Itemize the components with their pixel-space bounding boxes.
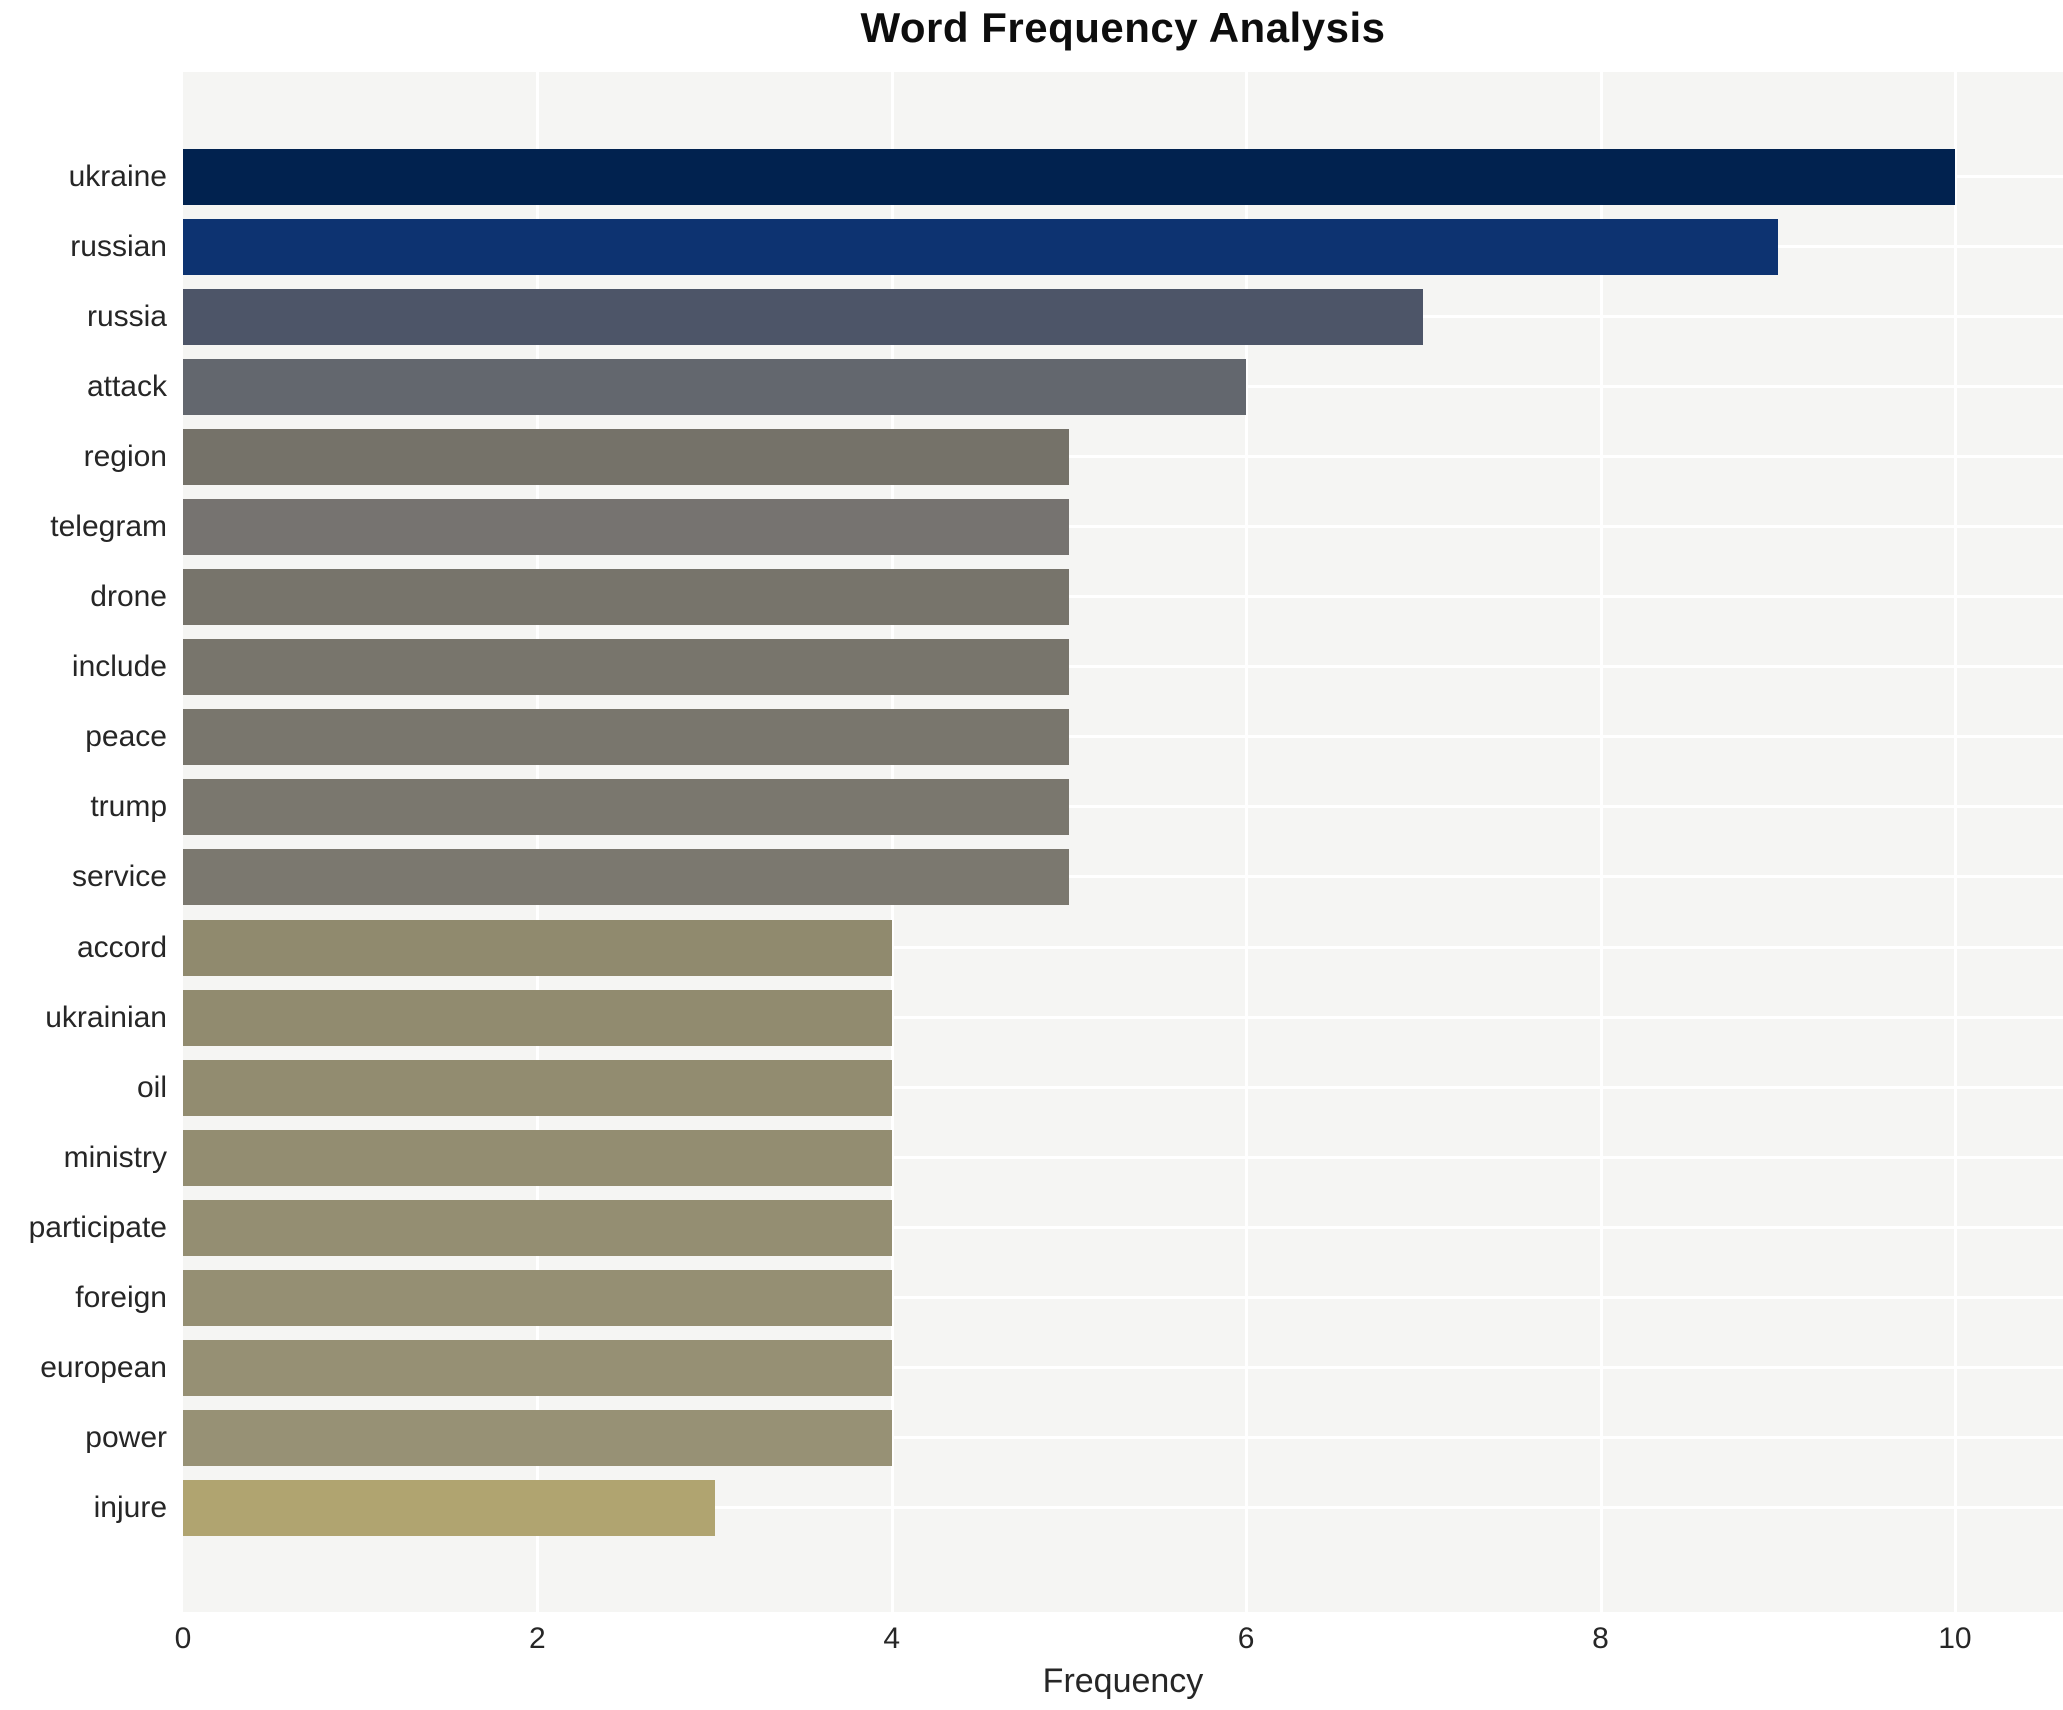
y-tick-label: russia xyxy=(86,300,167,334)
bar-row: power xyxy=(85,1403,2063,1473)
x-tick-label: 8 xyxy=(1592,1622,1609,1655)
y-tick-label: russian xyxy=(70,230,167,264)
bar xyxy=(183,289,1424,346)
gridline xyxy=(1599,72,1603,1612)
bar xyxy=(183,1479,715,1536)
bar xyxy=(183,359,1247,416)
bar-row: accord xyxy=(77,913,2063,983)
x-tick-label: 2 xyxy=(529,1622,546,1655)
bar-row: european xyxy=(40,1333,2063,1403)
bar-row: attack xyxy=(87,352,2063,422)
bar-row: ukraine xyxy=(69,142,2063,212)
bar xyxy=(183,779,1069,836)
bar xyxy=(183,499,1069,556)
bar xyxy=(183,989,892,1046)
bar-row: ukrainian xyxy=(45,983,2063,1053)
bar xyxy=(183,1059,892,1116)
bar-row: injure xyxy=(94,1473,2063,1543)
bar xyxy=(183,639,1069,696)
x-tick-label: 0 xyxy=(174,1622,192,1655)
y-tick-label: attack xyxy=(86,370,167,404)
bar-row: peace xyxy=(85,702,2063,772)
y-tick-label: ministry xyxy=(63,1140,167,1174)
y-tick-label: power xyxy=(85,1420,167,1454)
bar xyxy=(183,1129,892,1186)
y-tick-label: trump xyxy=(90,790,167,824)
bar xyxy=(183,149,1955,206)
bar xyxy=(183,569,1069,626)
bar-row: russian xyxy=(70,212,2063,282)
bars-container: ukraine russian russia attack region telegram… xyxy=(29,72,2063,1612)
bar-row: russia xyxy=(87,282,2063,352)
y-tick-label: service xyxy=(71,860,167,894)
bar xyxy=(183,1199,892,1256)
y-tick-label: oil xyxy=(136,1070,167,1104)
bar-row: region xyxy=(84,422,2063,492)
bar-row: telegram xyxy=(50,492,2063,562)
y-tick-label: participate xyxy=(28,1210,167,1244)
y-tick-label: region xyxy=(83,440,167,474)
bar xyxy=(183,849,1069,906)
gridline xyxy=(1245,72,1249,1612)
y-tick-label: peace xyxy=(85,720,167,754)
y-tick-label: accord xyxy=(76,930,167,964)
gridline xyxy=(1953,72,1957,1612)
bar-row: participate xyxy=(29,1193,2063,1263)
bar xyxy=(183,1409,892,1466)
bar xyxy=(183,429,1069,486)
x-tick-label: 10 xyxy=(1938,1622,1972,1655)
bar-row: include xyxy=(72,632,2063,702)
bar xyxy=(183,1339,892,1396)
x-axis-label: Frequency xyxy=(1042,1662,1204,1700)
y-tick-label: injure xyxy=(93,1490,167,1524)
bar-row: foreign xyxy=(75,1263,2063,1333)
y-tick-label: ukrainian xyxy=(45,1000,167,1034)
gridline xyxy=(890,72,894,1612)
bar xyxy=(183,709,1069,766)
bar-row: trump xyxy=(90,772,2063,842)
bar-row: oil xyxy=(137,1053,2063,1123)
bar-row: service xyxy=(72,842,2063,912)
gridline xyxy=(536,72,540,1612)
y-tick-label: european xyxy=(40,1350,167,1384)
x-tick-label: 6 xyxy=(1237,1622,1255,1655)
y-tick-label: ukraine xyxy=(68,160,167,194)
bar xyxy=(183,1269,892,1326)
chart-title: Word Frequency Analysis xyxy=(860,4,1386,51)
y-tick-label: foreign xyxy=(75,1280,167,1314)
y-tick-label: include xyxy=(71,650,167,684)
bar-row: drone xyxy=(90,562,2063,632)
y-tick-label: telegram xyxy=(50,510,167,544)
plot-area: ukraine russian russia attack region telegram… xyxy=(29,72,2063,1612)
bar xyxy=(183,919,892,976)
x-axis-ticks: 0 2 4 6 8 10 xyxy=(175,1622,2063,1660)
bar-row: ministry xyxy=(64,1123,2063,1193)
y-tick-label: drone xyxy=(90,580,167,614)
bar xyxy=(183,219,1778,276)
x-tick-label: 4 xyxy=(883,1622,901,1655)
